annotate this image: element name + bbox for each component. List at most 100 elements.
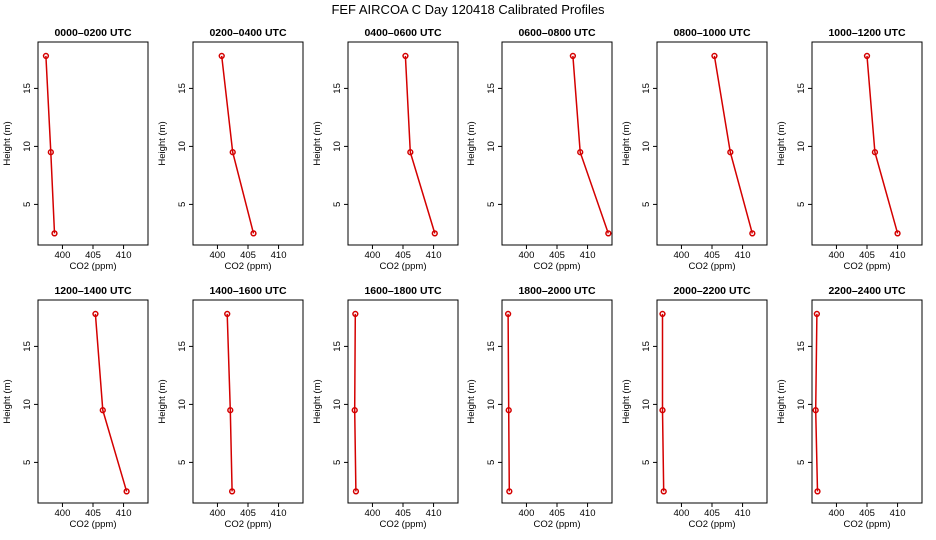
x-tick-label: 405 (85, 250, 101, 261)
x-axis-label: CO2 (ppm) (844, 519, 891, 530)
y-tick-label: 15 (641, 83, 652, 94)
x-tick-label: 405 (549, 250, 565, 261)
x-tick-label: 400 (55, 250, 71, 261)
y-axis-label: Height (m) (2, 379, 13, 423)
data-point (123, 488, 130, 495)
data-point (228, 488, 236, 495)
y-tick-label: 10 (177, 399, 188, 410)
data-point (504, 310, 512, 318)
x-tick-label: 410 (271, 250, 287, 261)
x-axis-label: CO2 (ppm) (534, 261, 581, 272)
data-point (813, 310, 821, 318)
x-axis-label: CO2 (ppm) (225, 261, 272, 272)
x-tick-label: 400 (55, 508, 71, 519)
x-tick-label: 410 (735, 250, 751, 261)
y-axis-label: Height (m) (621, 121, 632, 165)
data-point (660, 488, 667, 495)
plot-frame (37, 41, 149, 246)
x-tick-label: 400 (674, 508, 690, 519)
data-point (727, 149, 734, 156)
profile-line (661, 313, 665, 492)
panel-8: 1400–1600 UTC 400 405 410 5 10 15 CO2 (ppm) Heig… (157, 285, 304, 530)
data-point (352, 310, 359, 318)
x-tick-label: 410 (426, 250, 442, 261)
panel-title: 1800–2000 UTC (518, 285, 595, 297)
data-point (402, 52, 409, 60)
panel-11: 2000–2200 UTC 400 405 410 5 10 15 CO2 (ppm) Heig… (621, 285, 768, 530)
data-point (505, 407, 512, 414)
x-tick-label: 405 (859, 508, 875, 519)
y-tick-label: 10 (332, 141, 343, 152)
panel-5: 0800–1000 UTC 400 405 410 5 10 15 CO2 (ppm) Heig… (621, 27, 768, 272)
profile-line (226, 313, 233, 492)
x-tick-label: 405 (859, 250, 875, 261)
panel-title: 0000–0200 UTC (54, 27, 131, 39)
y-tick-label: 5 (22, 460, 33, 465)
data-point (352, 488, 360, 495)
plot-frame (347, 41, 459, 246)
profile-line (220, 55, 255, 234)
y-tick-label: 15 (332, 83, 343, 94)
panel-7: 1200–1400 UTC 400 405 410 5 10 15 CO2 (ppm) Heig… (2, 285, 149, 530)
profile-line (713, 55, 754, 234)
x-tick-label: 410 (580, 250, 596, 261)
x-axis-label: CO2 (ppm) (689, 519, 736, 530)
y-tick-label: 15 (796, 341, 807, 352)
y-tick-label: 15 (332, 341, 343, 352)
panel-12: 2200–2400 UTC 400 405 410 5 10 15 CO2 (ppm) Heig… (776, 285, 923, 530)
y-tick-label: 15 (22, 341, 33, 352)
data-point (47, 149, 54, 156)
y-axis-label: Height (m) (312, 379, 323, 423)
y-axis-label: Height (m) (2, 121, 13, 165)
data-point (812, 407, 819, 414)
data-point (229, 149, 236, 156)
data-point (250, 230, 257, 237)
profile-line (404, 55, 436, 234)
y-tick-label: 5 (22, 202, 33, 207)
y-tick-label: 15 (22, 83, 33, 94)
y-tick-label: 5 (177, 202, 188, 207)
plot-frame (347, 299, 459, 504)
x-tick-label: 410 (426, 508, 442, 519)
y-tick-label: 5 (332, 202, 343, 207)
x-tick-label: 405 (240, 250, 256, 261)
panel-title: 0200–0400 UTC (209, 27, 286, 39)
profile-line (353, 313, 357, 492)
data-point (577, 149, 584, 156)
data-point (224, 310, 231, 318)
data-point (92, 310, 99, 318)
y-tick-label: 15 (486, 83, 497, 94)
x-axis-label: CO2 (ppm) (689, 261, 736, 272)
y-axis-label: Height (m) (466, 379, 477, 423)
plot-frame (501, 41, 613, 246)
y-tick-label: 10 (332, 399, 343, 410)
panel-title: 0800–1000 UTC (673, 27, 750, 39)
data-point (605, 230, 612, 237)
data-point (659, 310, 666, 318)
y-tick-label: 10 (486, 399, 497, 410)
x-tick-label: 405 (704, 508, 720, 519)
x-tick-label: 410 (116, 508, 132, 519)
panel-3: 0400–0600 UTC 400 405 410 5 10 15 CO2 (ppm) Heig… (312, 27, 459, 272)
x-tick-label: 410 (271, 508, 287, 519)
plot-frame (656, 41, 768, 246)
x-axis-label: CO2 (ppm) (844, 261, 891, 272)
data-point (569, 52, 577, 60)
x-tick-label: 410 (116, 250, 132, 261)
plot-frame (501, 299, 613, 504)
panel-title: 2200–2400 UTC (828, 285, 905, 297)
x-tick-label: 400 (519, 250, 535, 261)
profile-line (572, 55, 610, 234)
y-axis-label: Height (m) (157, 379, 168, 423)
y-tick-label: 10 (641, 141, 652, 152)
y-tick-label: 5 (486, 460, 497, 465)
y-tick-label: 5 (486, 202, 497, 207)
panel-9: 1600–1800 UTC 400 405 410 5 10 15 CO2 (ppm) Heig… (312, 285, 459, 530)
y-tick-label: 10 (796, 399, 807, 410)
data-point (227, 407, 234, 414)
panel-title: 1200–1400 UTC (54, 285, 131, 297)
data-point (407, 149, 414, 156)
data-point (218, 52, 225, 60)
panel-2: 0200–0400 UTC 400 405 410 5 10 15 CO2 (ppm) Heig… (157, 27, 304, 272)
data-point (42, 52, 50, 60)
